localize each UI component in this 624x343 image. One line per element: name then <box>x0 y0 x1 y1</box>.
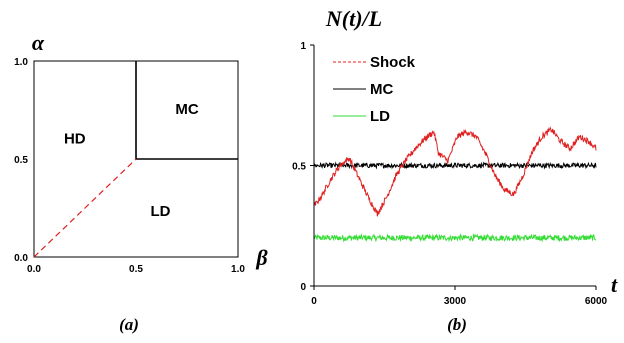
legend-label-shock: Shock <box>370 54 416 71</box>
phase-boundary-2 <box>33 158 137 258</box>
x-tick-label: 0.0 <box>27 264 41 275</box>
legend: Shock MC LD <box>333 54 416 125</box>
x-tick-label: 6000 <box>585 296 608 307</box>
y-tick-label: 0.5 <box>14 155 28 166</box>
beta-axis-label: β <box>255 245 268 270</box>
alpha-axis-label: α <box>32 30 45 55</box>
t-axis-label: t <box>611 272 618 297</box>
region-label-hd: HD <box>64 130 86 147</box>
x-tick-label: 0.5 <box>129 264 143 275</box>
series-line-ld <box>313 233 597 243</box>
x-tick-label: 1.0 <box>231 264 245 275</box>
region-label-mc: MC <box>175 101 198 118</box>
phase-diagram-panel: HD MC LD 0.0 0.5 1.0 0.0 0.5 1.0 α β (a) <box>14 30 268 334</box>
legend-label-mc: MC <box>370 81 393 98</box>
series-line-mc <box>313 161 597 170</box>
panel-a-caption: (a) <box>119 315 139 334</box>
region-label-ld: LD <box>150 203 170 220</box>
chart-title: N(t)/L <box>325 6 382 31</box>
y-tick-label: 0 <box>300 282 306 293</box>
panel-b-caption: (b) <box>447 315 467 334</box>
series-line-shock <box>313 126 597 217</box>
x-tick-label: 3000 <box>444 296 467 307</box>
time-series-panel: N(t)/L 0 3000 6000 0 0.5 1 Shock MC LD t (b) <box>292 6 618 334</box>
legend-label-ld: LD <box>370 108 390 125</box>
y-tick-label: 1 <box>300 41 306 52</box>
x-tick-label: 0 <box>311 296 317 307</box>
y-tick-label: 0.0 <box>14 253 28 264</box>
y-tick-label: 0.5 <box>292 162 306 173</box>
y-tick-label: 1.0 <box>14 57 28 68</box>
